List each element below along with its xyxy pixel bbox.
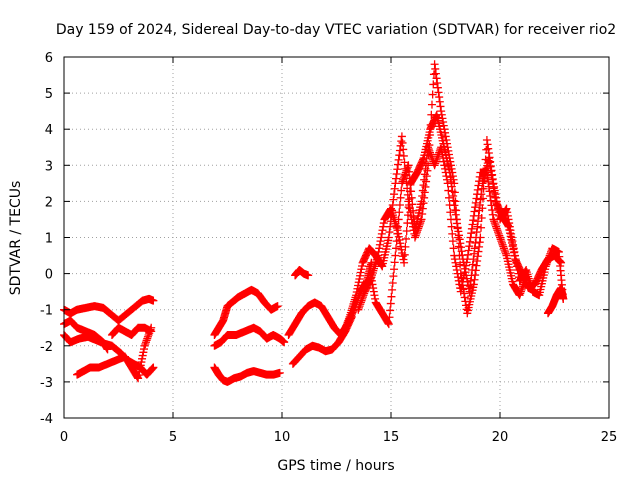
scatter-markers <box>365 143 531 329</box>
axis-ticks: 0 5 10 15 20 25 -4 -3 -2 -1 0 1 2 3 4 5 6 <box>40 51 617 445</box>
y-tick-label: 6 <box>45 51 53 66</box>
scatter-markers <box>210 363 284 386</box>
series-track-d <box>73 323 156 383</box>
x-tick-label: 5 <box>169 430 177 445</box>
series-track-k <box>291 265 313 280</box>
scatter-markers <box>107 323 156 339</box>
data-points <box>60 60 568 386</box>
scatter-markers <box>291 265 313 280</box>
y-tick-label: 5 <box>45 87 53 102</box>
y-tick-label: 4 <box>45 123 53 138</box>
series-track-h <box>210 363 284 386</box>
x-tick-label: 20 <box>492 430 509 445</box>
y-axis-label: SDTVAR / TECUs <box>8 181 24 296</box>
y-tick-label: 1 <box>45 232 53 247</box>
x-tick-label: 10 <box>274 430 291 445</box>
scatter-markers <box>210 323 289 350</box>
y-tick-label: -1 <box>40 304 53 319</box>
y-tick-label: 0 <box>45 268 53 283</box>
x-tick-label: 0 <box>60 430 68 445</box>
series-track-o <box>543 284 568 318</box>
y-tick-label: -3 <box>40 376 53 391</box>
series-track-e <box>107 323 156 339</box>
series-track-n <box>365 143 531 329</box>
series-track-g <box>210 323 289 350</box>
series-track-f <box>210 285 282 339</box>
chart-title: Day 159 of 2024, Sidereal Day-to-day VTE… <box>56 22 616 38</box>
scatter-markers <box>543 284 568 318</box>
y-tick-label: 3 <box>45 159 53 174</box>
x-tick-label: 15 <box>383 430 400 445</box>
y-tick-label: 2 <box>45 195 53 210</box>
x-axis-label: GPS time / hours <box>277 458 394 474</box>
y-tick-label: -2 <box>40 340 53 355</box>
scatter-markers <box>210 285 282 339</box>
scatter-markers <box>73 323 156 383</box>
x-tick-label: 25 <box>601 430 618 445</box>
y-tick-label: -4 <box>40 412 53 427</box>
